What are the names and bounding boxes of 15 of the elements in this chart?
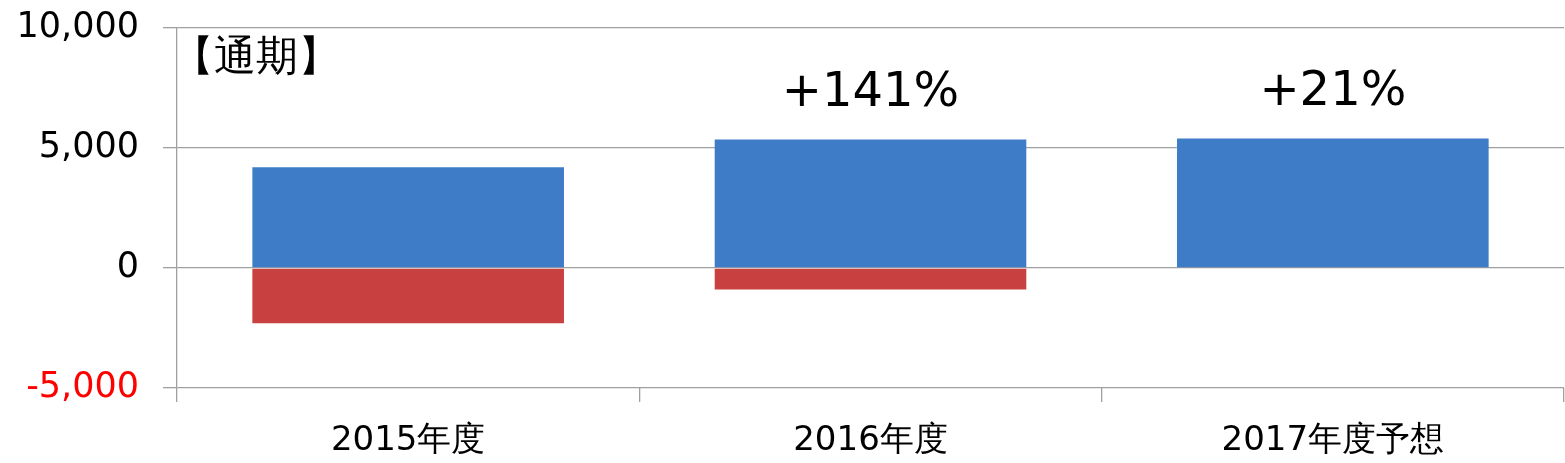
bar [714,268,1027,290]
y-tick-label: 10,000 [16,5,139,46]
x-tick-label: 2017年度予想 [1221,418,1445,459]
bar [714,139,1027,268]
y-tick-label: -5,000 [26,365,139,406]
y-tick-label: 0 [116,245,139,286]
annotation: 【通期】 [172,30,340,80]
annotation: +21% [1259,59,1407,116]
bar [252,268,564,324]
y-tick-label: 5,000 [38,125,139,166]
x-tick-label: 2015年度 [330,418,486,459]
bar [1177,138,1489,268]
x-tick-label: 2016年度 [793,418,948,459]
bar [252,167,564,268]
annotation: +141% [781,61,960,118]
